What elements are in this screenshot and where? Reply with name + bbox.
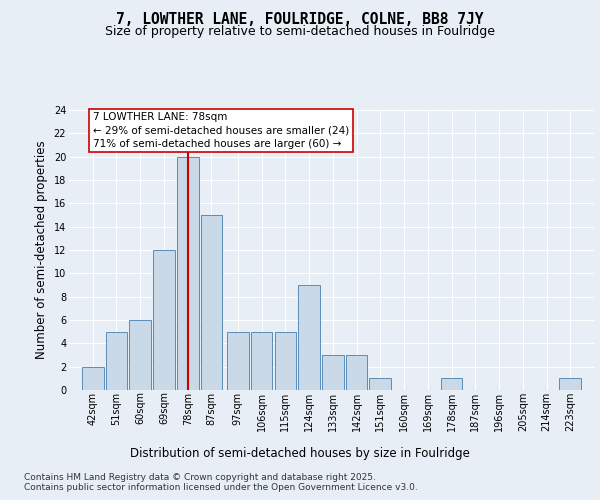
Bar — [346, 355, 367, 390]
Bar — [298, 285, 320, 390]
Bar — [370, 378, 391, 390]
Bar — [153, 250, 175, 390]
Bar — [82, 366, 104, 390]
Text: 7 LOWTHER LANE: 78sqm
← 29% of semi-detached houses are smaller (24)
71% of semi: 7 LOWTHER LANE: 78sqm ← 29% of semi-deta… — [93, 112, 349, 148]
Bar — [177, 156, 199, 390]
Bar — [441, 378, 463, 390]
Bar — [106, 332, 127, 390]
Bar — [227, 332, 248, 390]
Bar — [251, 332, 272, 390]
Bar — [275, 332, 296, 390]
Text: Contains HM Land Registry data © Crown copyright and database right 2025.
Contai: Contains HM Land Registry data © Crown c… — [24, 472, 418, 492]
Bar — [322, 355, 344, 390]
Bar — [200, 215, 222, 390]
Text: 7, LOWTHER LANE, FOULRIDGE, COLNE, BB8 7JY: 7, LOWTHER LANE, FOULRIDGE, COLNE, BB8 7… — [116, 12, 484, 28]
Text: Size of property relative to semi-detached houses in Foulridge: Size of property relative to semi-detach… — [105, 25, 495, 38]
Bar — [130, 320, 151, 390]
Y-axis label: Number of semi-detached properties: Number of semi-detached properties — [35, 140, 48, 360]
Text: Distribution of semi-detached houses by size in Foulridge: Distribution of semi-detached houses by … — [130, 448, 470, 460]
Bar — [559, 378, 581, 390]
